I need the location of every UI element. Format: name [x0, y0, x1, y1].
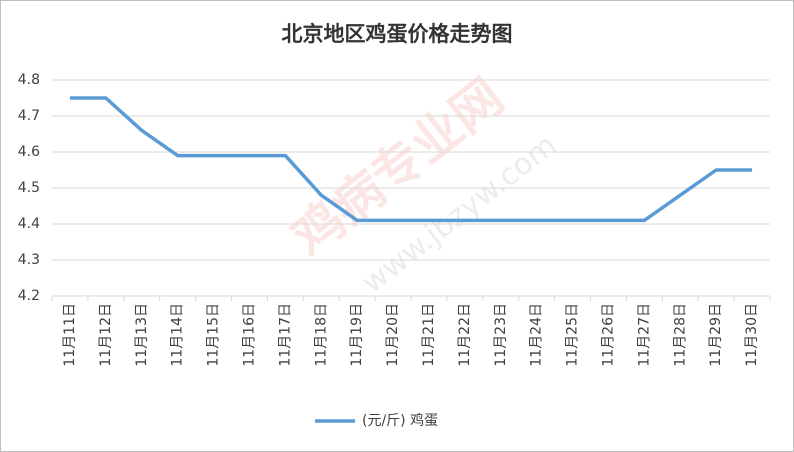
chart-title: 北京地区鸡蛋价格走势图 [282, 22, 513, 46]
x-tick-label: 11月18日 [313, 303, 329, 367]
x-tick-label: 11月30日 [744, 303, 760, 367]
x-tick-label: 11月27日 [636, 303, 652, 367]
x-tick-label: 11月23日 [493, 303, 509, 367]
legend-label: (元/斤) 鸡蛋 [362, 412, 438, 429]
x-tick-label: 11月29日 [708, 303, 724, 367]
x-tick-label: 11月22日 [457, 303, 473, 367]
x-tick-label: 11月15日 [206, 303, 222, 367]
x-tick-label: 11月24日 [529, 303, 545, 367]
x-tick-label: 11月21日 [421, 303, 437, 367]
x-tick-label: 11月17日 [277, 303, 293, 367]
y-tick-label: 4.4 [18, 216, 40, 232]
x-tick-label: 11月28日 [672, 303, 688, 367]
x-tick-label: 11月12日 [98, 303, 114, 367]
y-tick-label: 4.5 [18, 180, 40, 196]
data-line [69, 96, 753, 223]
x-tick-label: 11月11日 [62, 303, 78, 367]
y-tick-label: 4.3 [18, 252, 40, 268]
y-tick-label: 4.8 [18, 72, 40, 88]
x-tick-label: 11月19日 [349, 303, 365, 367]
x-tick-label: 11月25日 [565, 303, 581, 367]
x-tick-label: 11月20日 [385, 303, 401, 367]
x-tick-label: 11月14日 [170, 303, 186, 367]
x-tick-label: 11月16日 [241, 303, 257, 367]
y-tick-label: 4.6 [18, 144, 40, 160]
x-tick-label: 11月26日 [600, 303, 616, 367]
x-tick-label: 11月13日 [134, 303, 150, 367]
y-tick-label: 4.7 [18, 108, 40, 124]
y-tick-label: 4.2 [18, 288, 40, 304]
